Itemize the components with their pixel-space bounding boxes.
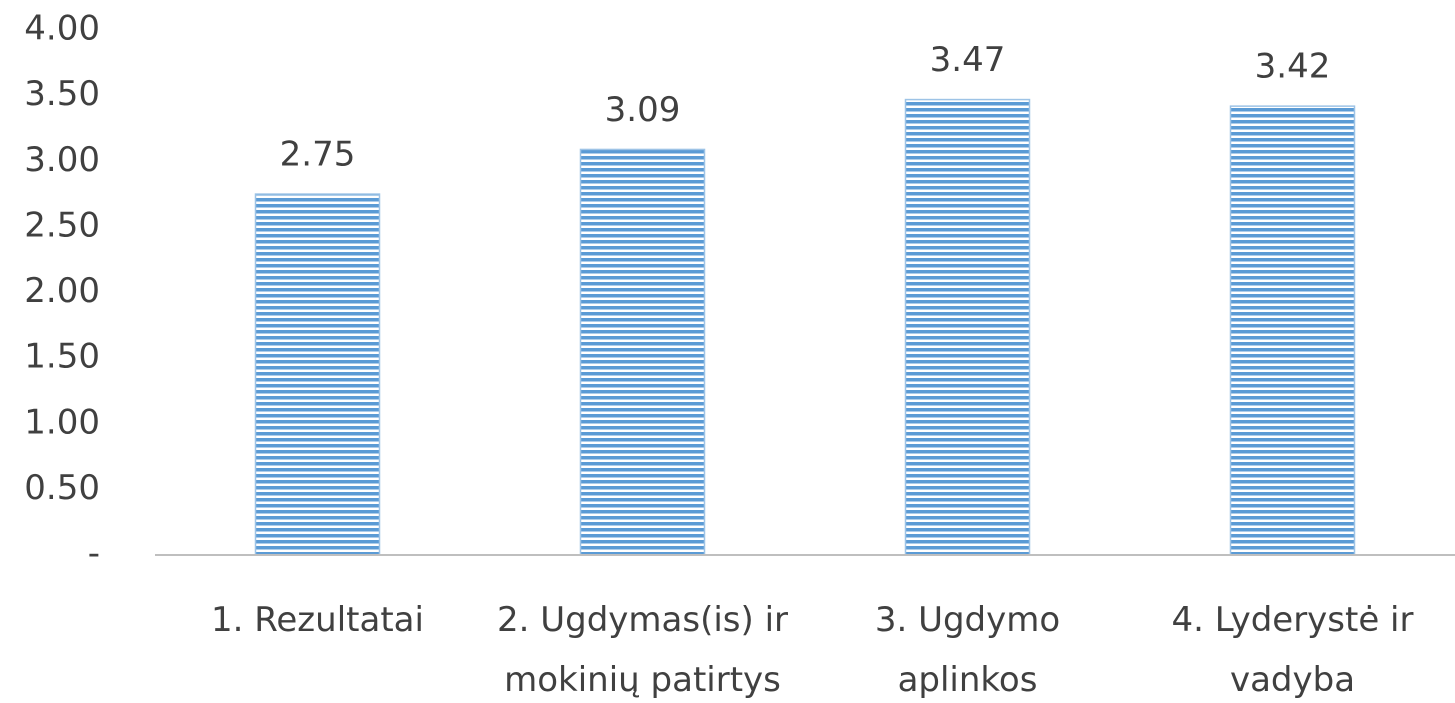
y-tick-label: 1.50 [24,337,100,377]
x-tick-label: 3. Ugdymo aplinkos [874,600,1061,700]
bar [904,98,1031,556]
bar [1229,105,1356,556]
y-tick-label: 2.00 [24,271,100,311]
y-tick-label: 3.50 [24,74,100,114]
y-tick-label: 3.00 [24,140,100,180]
data-label: 3.42 [1255,47,1331,87]
data-label: 2.75 [280,135,356,175]
y-tick-label: 0.50 [24,468,100,508]
bar [579,148,706,556]
y-tick-label: 2.50 [24,205,100,245]
y-tick-label: - [88,534,100,574]
y-tick-label: 4.00 [24,9,100,49]
x-tick-label: 1. Rezultatai [211,600,424,640]
y-tick-label: 1.00 [24,402,100,442]
x-tick-label: 4. Lyderystė ir vadyba [1171,600,1414,700]
data-label: 3.47 [930,40,1006,80]
x-tick-label: 2. Ugdymas(is) ir mokinių patirtys [496,600,788,700]
bar [254,193,381,556]
data-label: 3.09 [605,90,681,130]
